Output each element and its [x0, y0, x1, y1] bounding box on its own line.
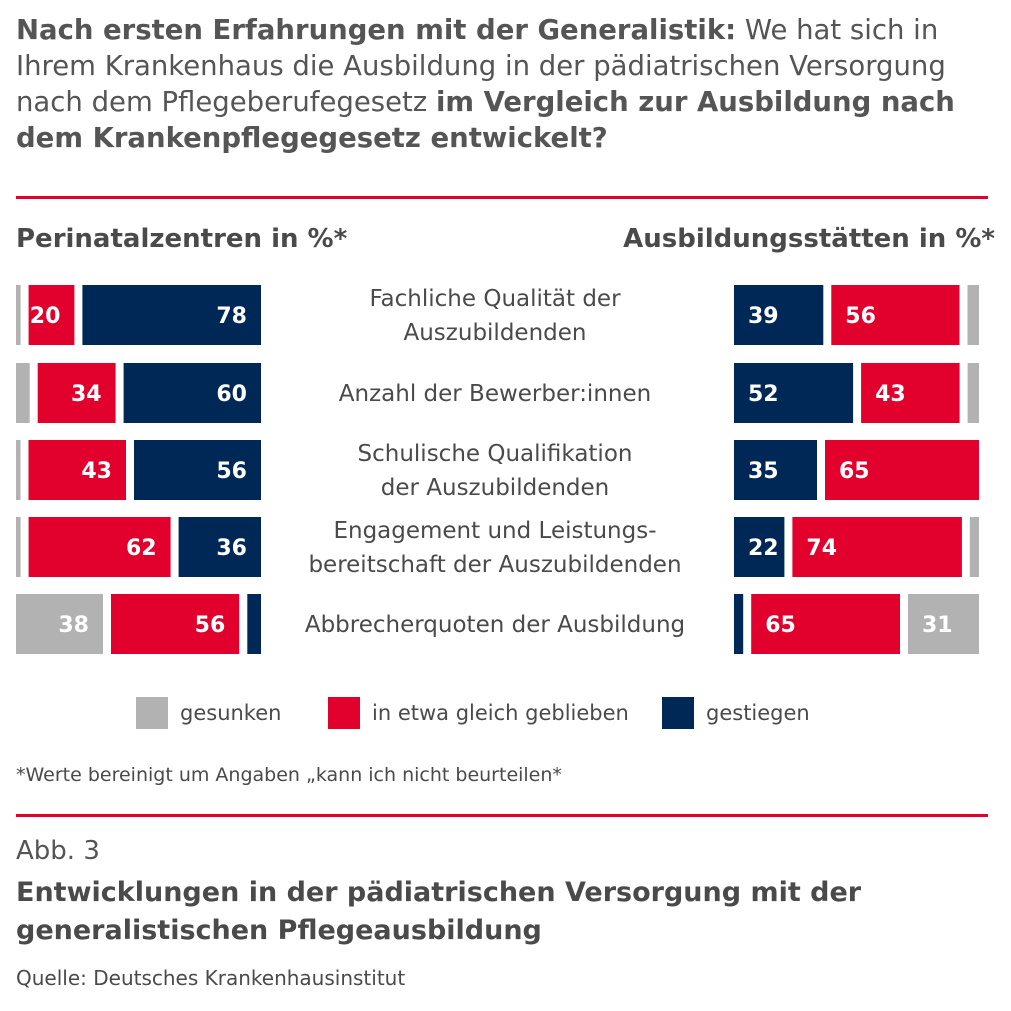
perinatal-value-gleich-0: 20: [30, 304, 61, 329]
perinatal-bar-gestiegen-0: [82, 285, 262, 345]
perinatal-bar-gestiegen-1: [123, 363, 261, 423]
ausbildung-bar-gleich-0: [831, 285, 960, 345]
right-column-header: Ausbildungsstätten in %*: [623, 224, 995, 254]
perinatal-bar-gleich-2: [28, 440, 126, 500]
top-divider: [16, 196, 988, 199]
category-label-3-line-0: Engagement und Leistungs-: [333, 518, 656, 544]
category-label-2-line-1: der Auszubildenden: [381, 475, 610, 501]
title-text: We hat sich in Ihrem Krankenhaus die Aus…: [16, 14, 946, 118]
perinatal-value-gestiegen-1: 60: [216, 382, 247, 407]
ausbildung-bar-gestiegen-4: [734, 594, 744, 654]
ausbildung-value-gleich-2: 65: [839, 459, 870, 484]
perinatal-bar-gleich-3: [28, 517, 171, 577]
ausbildung-value-gestiegen-3: 22: [748, 536, 779, 561]
legend-label-gleich: in etwa gleich geblieben: [372, 701, 629, 725]
category-label-0-line-0: Fachliche Qualität der: [369, 286, 621, 312]
legend-item-gestiegen: gestiegen: [662, 697, 810, 729]
ausbildung-bar-gesunken-1: [967, 363, 979, 423]
ausbildung-value-gestiegen-0: 39: [748, 304, 779, 329]
perinatal-value-gestiegen-3: 36: [216, 536, 247, 561]
perinatal-bar-gesunken-2: [16, 440, 21, 500]
category-label-1-line-0: Anzahl der Bewerber:innen: [339, 381, 651, 407]
perinatal-bar-gestiegen-4: [247, 594, 261, 654]
perinatal-bar-gesunken-1: [16, 363, 30, 423]
category-label-0-line-1: Auszubildenden: [404, 320, 587, 346]
ausbildung-bar-gestiegen-2: [734, 440, 817, 500]
ausbildung-value-gestiegen-2: 35: [748, 459, 779, 484]
legend-label-gesunken: gesunken: [180, 701, 282, 725]
ausbildung-value-gleich-0: 56: [845, 304, 876, 329]
perinatal-value-gleich-3: 62: [126, 536, 157, 561]
ausbildung-bar-gestiegen-3: [734, 517, 785, 577]
ausbildung-bar-gleich-1: [861, 363, 960, 423]
question-title: Nach ersten Erfahrungen mit der Generali…: [16, 12, 996, 156]
ausbildung-value-gestiegen-1: 52: [748, 382, 779, 407]
ausbildung-bar-gesunken-3: [969, 517, 979, 577]
legend-swatch-gestiegen: [662, 697, 694, 729]
perinatal-bar-gestiegen-2: [134, 440, 261, 500]
ausbildung-bar-gleich-3: [792, 517, 962, 577]
category-label-4-line-0: Abbrecherquoten der Ausbildung: [305, 612, 685, 638]
perinatal-value-gleich-2: 43: [81, 459, 112, 484]
footnote: *Werte bereinigt um Angaben „kann ich ni…: [16, 764, 562, 786]
source-note: Quelle: Deutsches Krankenhausinstitut: [16, 966, 406, 990]
perinatal-bar-gleich-1: [37, 363, 116, 423]
perinatal-value-gestiegen-0: 78: [216, 304, 247, 329]
ausbildung-value-gesunken-4: 31: [922, 613, 953, 638]
title-bold-lead: Nach ersten Erfahrungen mit der Generali…: [16, 14, 737, 46]
legend-label-gestiegen: gestiegen: [706, 701, 810, 725]
figure-number: Abb. 3: [16, 836, 100, 866]
ausbildung-bar-gesunken-4: [908, 594, 979, 654]
perinatal-bar-gesunken-0: [16, 285, 21, 345]
perinatal-value-gleich-1: 34: [71, 382, 102, 407]
ausbildung-value-gleich-1: 43: [875, 382, 906, 407]
ausbildung-bar-gleich-2: [825, 440, 979, 500]
perinatal-bar-gleich-4: [111, 594, 240, 654]
perinatal-bar-gesunken-4: [16, 594, 103, 654]
stacked-bar-chart: 20 78 39 56 Fachliche Qualität der Auszubilde…: [16, 285, 979, 654]
ausbildung-bar-gesunken-0: [967, 285, 979, 345]
legend-item-gleich: in etwa gleich geblieben: [328, 697, 629, 729]
figure-subtitle: Entwicklungen in der pädiatrischen Verso…: [16, 877, 862, 946]
perinatal-bar-gesunken-3: [16, 517, 21, 577]
legend: gesunken in etwa gleich geblieben gestie…: [0, 697, 1011, 731]
title-bold-tail: im Vergleich zur Ausbildung nach dem Kra…: [16, 86, 955, 154]
perinatal-bar-gestiegen-3: [178, 517, 261, 577]
ausbildung-bar-gleich-4: [751, 594, 900, 654]
legend-swatch-gesunken: [136, 697, 168, 729]
ausbildung-value-gleich-4: 65: [765, 613, 796, 638]
perinatal-value-gestiegen-2: 56: [216, 459, 247, 484]
ausbildung-value-gleich-3: 74: [806, 536, 837, 561]
perinatal-bar-gleich-0: [28, 285, 75, 345]
perinatal-value-gesunken-4: 38: [58, 613, 89, 638]
left-column-header: Perinatalzentren in %*: [16, 224, 348, 254]
legend-item-gesunken: gesunken: [136, 697, 281, 729]
legend-swatch-gleich: [328, 697, 360, 729]
ausbildung-bar-gestiegen-1: [734, 363, 854, 423]
category-label-3-line-1: bereitschaft der Auszubildenden: [308, 552, 681, 578]
ausbildung-bar-gestiegen-0: [734, 285, 824, 345]
perinatal-value-gleich-4: 56: [195, 613, 226, 638]
bottom-divider: [16, 814, 988, 817]
category-label-2-line-0: Schulische Qualifikation: [358, 441, 633, 467]
